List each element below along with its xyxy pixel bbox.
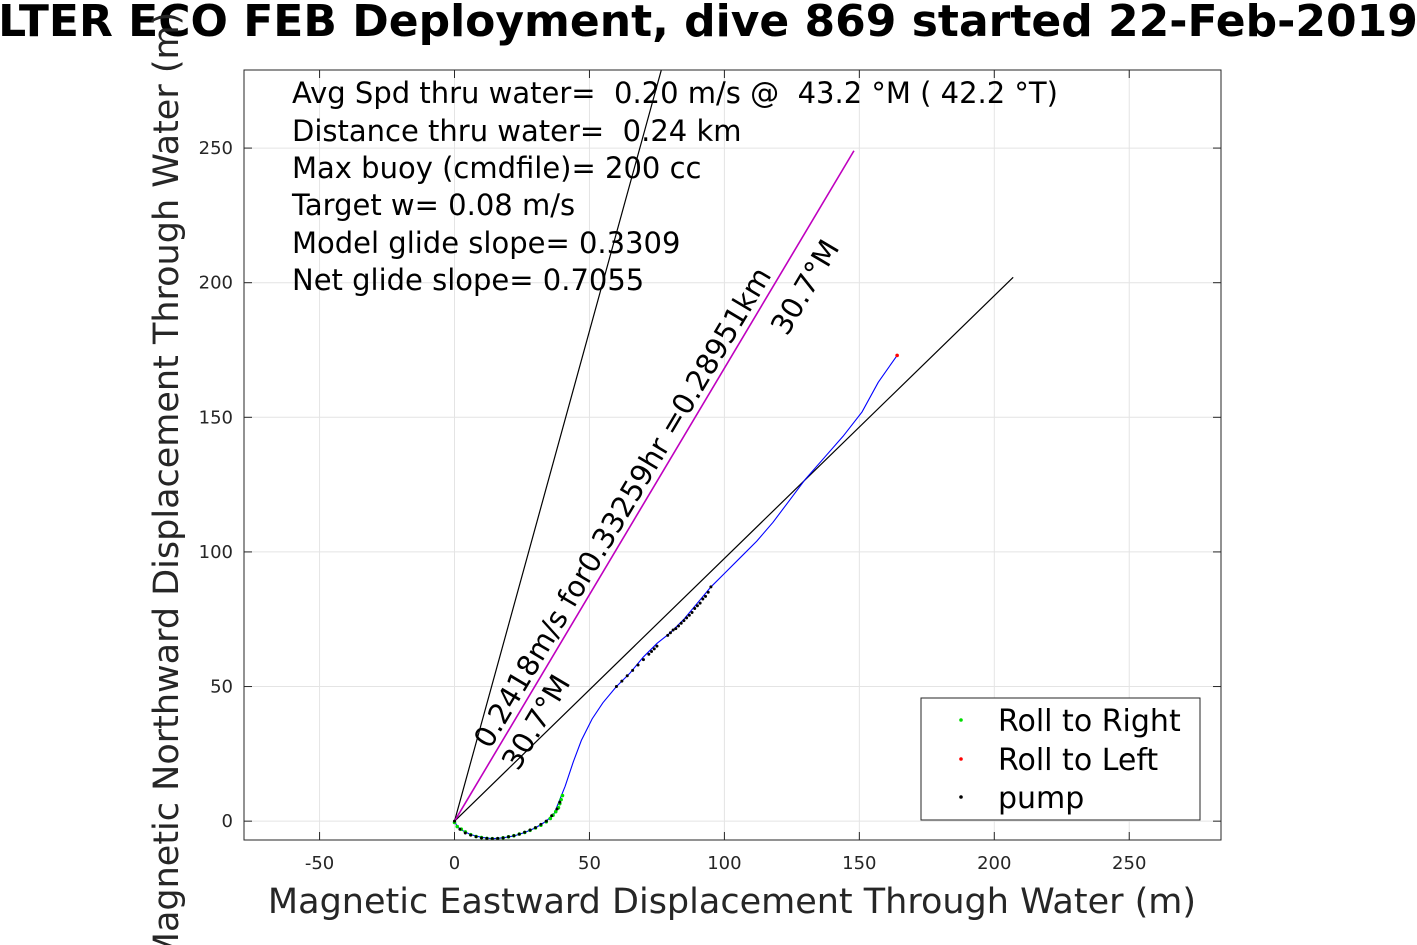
- pump-point: [558, 800, 562, 804]
- y-axis-label: Magnetic Northward Displacement Through …: [147, 12, 187, 945]
- pump-point: [544, 819, 548, 823]
- legend-label-roll-left: Roll to Left: [998, 743, 1158, 778]
- pump-point: [701, 597, 705, 601]
- series-roll-to-left: [895, 353, 899, 358]
- pump-point: [620, 679, 624, 683]
- x-tick-label: 150: [842, 853, 876, 874]
- plot-frame: [243, 69, 1222, 841]
- pump-point: [641, 658, 645, 662]
- pump-point: [677, 624, 681, 628]
- pump-point: [539, 822, 543, 826]
- legend-box: [920, 697, 1201, 821]
- legend-label-pump: pump: [998, 781, 1084, 816]
- pump-point: [709, 585, 713, 589]
- pump-point: [636, 663, 640, 667]
- x-tick-label: 100: [707, 853, 741, 874]
- pump-point: [523, 830, 527, 834]
- info-target-w: Target w= 0.08 m/s: [291, 188, 575, 222]
- y-tick-label: 200: [199, 273, 233, 294]
- x-tick-label: 250: [1112, 853, 1146, 874]
- pump-point: [453, 819, 457, 823]
- pump-point: [625, 674, 629, 678]
- reference-lines: [453, 70, 1014, 822]
- roll-to-right-point: [455, 824, 460, 829]
- y-tick-label: 50: [210, 677, 233, 698]
- pump-point: [693, 606, 697, 610]
- info-max-buoy: Max buoy (cmdfile)= 200 cc: [292, 151, 701, 185]
- series-pump: [453, 585, 713, 840]
- pump-point: [506, 835, 510, 839]
- pump-point: [698, 601, 702, 605]
- info-model-glide-slope: Model glide slope= 0.3309: [292, 226, 680, 260]
- pump-point: [480, 836, 484, 840]
- roll-to-right-point: [560, 793, 565, 798]
- y-tick-label: 0: [222, 811, 233, 832]
- pump-point: [550, 814, 554, 818]
- pump-point: [674, 627, 678, 631]
- pump-point: [463, 831, 467, 835]
- pump-point: [679, 621, 683, 625]
- pump-point: [652, 647, 656, 651]
- pump-point: [469, 833, 473, 837]
- info-distance: Distance thru water= 0.24 km: [292, 114, 742, 148]
- pump-point: [474, 835, 478, 839]
- y-tick-label: 100: [199, 542, 233, 563]
- pump-point: [685, 616, 689, 620]
- legend-entry-roll-left: Roll to Left: [959, 743, 1158, 778]
- info-net-glide-slope: Net glide slope= 0.7055: [292, 263, 644, 297]
- legend-label-roll-right: Roll to Right: [998, 704, 1181, 739]
- pump-point: [517, 832, 521, 836]
- x-tick-label: 200: [977, 853, 1011, 874]
- pump-point: [650, 650, 654, 654]
- roll-to-right-point: [548, 816, 553, 821]
- legend-marker-roll-right: [959, 718, 963, 722]
- roll-to-left-point: [895, 353, 899, 358]
- x-axis-label: Magnetic Eastward Displacement Through W…: [268, 882, 1196, 922]
- pump-point: [687, 613, 691, 617]
- reference-line-steep: [453, 70, 662, 822]
- pump-point: [528, 828, 532, 832]
- info-avg-speed: Avg Spd thru water= 0.20 m/s @ 43.2 °M (…: [292, 76, 1058, 110]
- pump-point: [501, 836, 505, 840]
- reference-line-net: [454, 276, 1014, 822]
- pump-point: [614, 685, 618, 689]
- pump-point: [496, 836, 500, 840]
- pump-point: [512, 834, 516, 838]
- pump-point: [631, 668, 635, 672]
- roll-to-right-point: [553, 809, 558, 814]
- legend-entry-pump: pump: [959, 781, 1084, 816]
- info-text-block: Avg Spd thru water= 0.20 m/s @ 43.2 °M (…: [291, 76, 1058, 297]
- pump-point: [666, 633, 670, 637]
- pump-point: [555, 807, 559, 811]
- pump-point: [668, 631, 672, 635]
- legend: Roll to Right Roll to Left pump: [920, 697, 1201, 821]
- legend-marker-roll-left: [959, 757, 963, 761]
- pump-point: [490, 837, 494, 840]
- roll-to-right-point: [559, 797, 563, 802]
- y-tick-label: 150: [199, 407, 233, 428]
- pump-point: [655, 644, 659, 648]
- x-tick-label: -50: [305, 853, 334, 874]
- heading-line: [453, 150, 855, 822]
- pump-point: [706, 590, 710, 594]
- pump-point: [458, 827, 462, 831]
- x-tick-label: 0: [449, 853, 460, 874]
- pump-point: [690, 611, 694, 614]
- legend-entry-roll-right: Roll to Right: [959, 704, 1181, 739]
- ticks: -50 0 50 100 150 200 250 0 50 100 150 200 250: [199, 70, 1221, 874]
- series-layer: [452, 353, 899, 840]
- x-tick-label: 50: [578, 853, 601, 874]
- y-tick-label: 250: [199, 138, 233, 159]
- pump-point: [671, 628, 675, 632]
- pump-point: [695, 604, 699, 608]
- chart-title: LTER ECO FEB Deployment, dive 869 starte…: [0, 0, 1417, 47]
- pump-point: [682, 619, 686, 623]
- legend-marker-pump: [959, 795, 963, 799]
- pump-point: [485, 836, 489, 840]
- pump-point: [704, 594, 708, 598]
- pump-point: [533, 826, 537, 830]
- pump-point: [647, 652, 651, 656]
